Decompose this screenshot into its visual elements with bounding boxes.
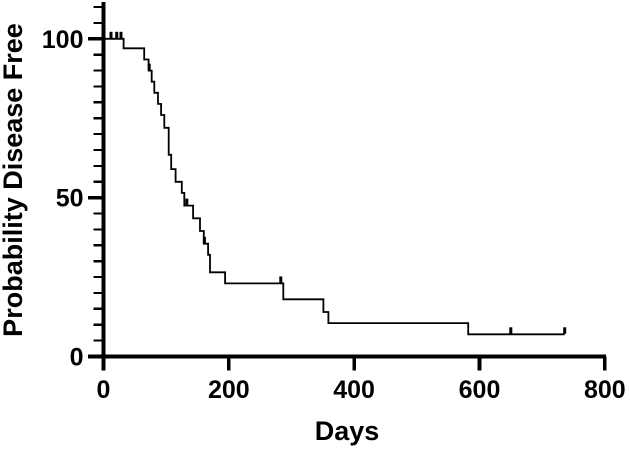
- x-tick-label-800: 800: [584, 376, 626, 404]
- y-axis-title: Probability Disease Free: [0, 23, 28, 337]
- x-tick-label-200: 200: [208, 376, 250, 404]
- x-tick-label-400: 400: [333, 376, 375, 404]
- survival-curve: [103, 37, 565, 336]
- x-tick-label-600: 600: [459, 376, 501, 404]
- x-axis-title: Days: [315, 416, 380, 446]
- x-tick-label-0: 0: [97, 376, 111, 404]
- y-tick-label-0: 0: [70, 344, 84, 372]
- y-tick-label-100: 100: [42, 26, 84, 54]
- y-tick-label-50: 50: [56, 185, 84, 213]
